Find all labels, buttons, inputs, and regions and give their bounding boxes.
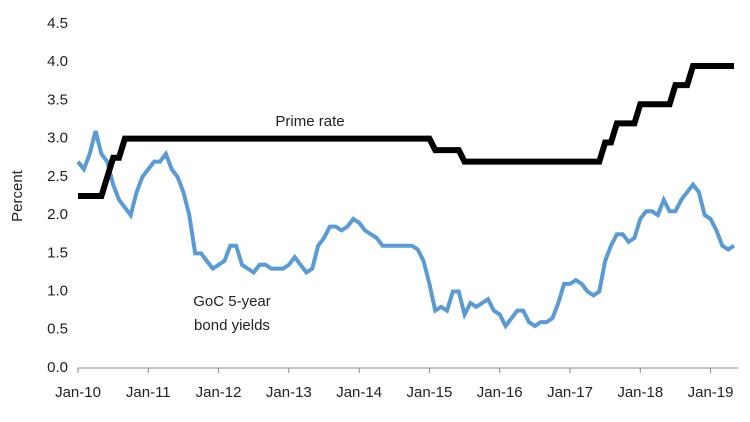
line-series xyxy=(76,130,736,330)
x-tick-label: Jan-13 xyxy=(266,384,312,401)
y-tick-label: 0.0 xyxy=(47,359,68,376)
annotation: bond yields xyxy=(194,317,270,334)
annotation: GoC 5-year xyxy=(193,293,271,310)
annotation: Prime rate xyxy=(275,113,344,130)
y-tick-label: 2.0 xyxy=(47,206,68,223)
y-tick-label: 1.0 xyxy=(47,283,68,300)
x-tick-label: Jan-14 xyxy=(336,384,382,401)
y-tick-label: 4.0 xyxy=(47,53,68,70)
y-tick-label: 0.5 xyxy=(47,321,68,338)
x-tick-label: Jan-18 xyxy=(617,384,663,401)
y-tick-label: 1.5 xyxy=(47,244,68,261)
y-tick-label: 4.5 xyxy=(47,15,68,32)
y-tick-label: 3.0 xyxy=(47,130,68,147)
y-tick-label: 3.5 xyxy=(47,91,68,108)
x-tick-label: Jan-19 xyxy=(688,384,734,401)
x-tick-label: Jan-17 xyxy=(547,384,593,401)
y-axis-label: Percent xyxy=(9,169,26,222)
x-tick-label: Jan-16 xyxy=(477,384,523,401)
x-tick-label: Jan-12 xyxy=(196,384,242,401)
line-series xyxy=(78,63,734,199)
x-tick-label: Jan-10 xyxy=(55,384,101,401)
y-tick-label: 2.5 xyxy=(47,168,68,185)
x-tick-label: Jan-11 xyxy=(126,384,171,401)
x-tick-label: Jan-15 xyxy=(406,384,452,401)
